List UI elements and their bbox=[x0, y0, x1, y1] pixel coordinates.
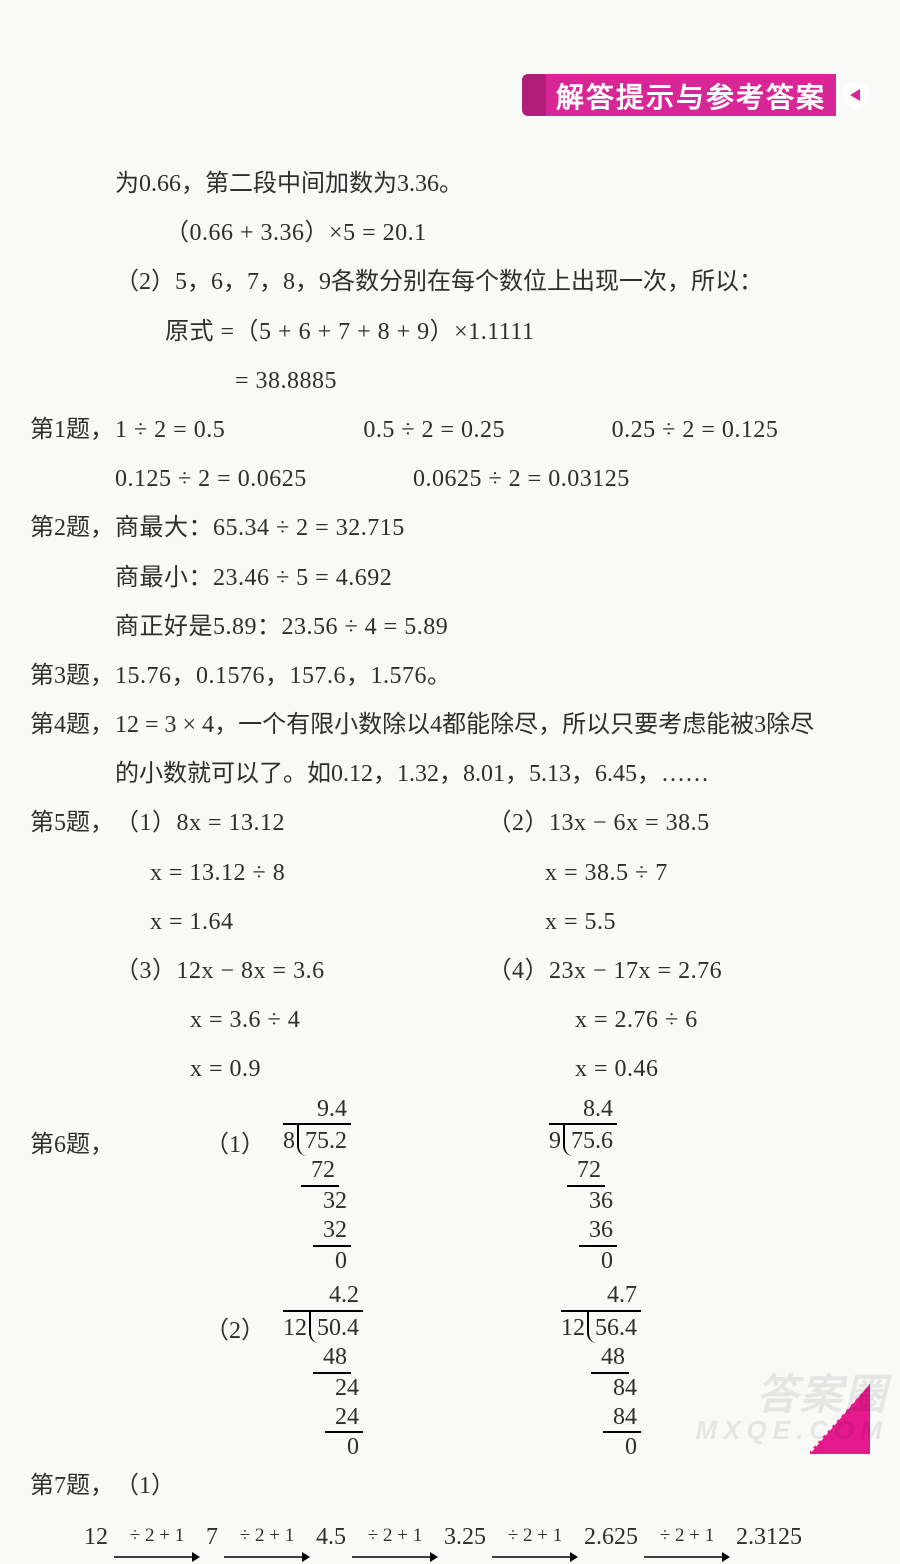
q3-label: 第3题， bbox=[30, 652, 115, 701]
intro-line-3: （2）5，6，7，8，9各数分别在每个数位上出现一次，所以： bbox=[30, 258, 860, 307]
q5-label: 第5题， bbox=[30, 799, 115, 848]
q2-b: 商最小：23.46 ÷ 5 = 4.692 bbox=[30, 554, 860, 603]
q5-1a3: x = 1.64 bbox=[30, 898, 465, 947]
q5-row6: x = 0.9 x = 0.46 bbox=[30, 1045, 860, 1094]
arrow-icon: ÷ 2 + 1 bbox=[352, 1511, 438, 1564]
arrow-icon: ÷ 2 + 1 bbox=[114, 1511, 200, 1564]
banner-title: 解答提示与参考答案 bbox=[546, 74, 836, 116]
watermark: 答案圈 MXQE.COM bbox=[696, 1373, 888, 1444]
q5-1b: （2）13x − 6x = 38.5 bbox=[488, 799, 861, 848]
watermark-line1: 答案圈 bbox=[696, 1373, 888, 1417]
q5-1b3: x = 5.5 bbox=[465, 898, 860, 947]
q6-p1: （1） bbox=[205, 1095, 275, 1170]
q5-2a: （3）12x − 8x = 3.6 bbox=[115, 947, 488, 996]
q1-row1: 第1题， 1 ÷ 2 = 0.5 0.5 ÷ 2 = 0.25 0.25 ÷ 2… bbox=[30, 406, 860, 455]
answers-banner: 解答提示与参考答案 bbox=[522, 74, 870, 116]
long-division-1: （1） 9.4 875.2 72 32 32 0 bbox=[205, 1095, 351, 1276]
q5-1a: （1）8x = 13.12 bbox=[115, 799, 488, 848]
q5-2b2: x = 2.76 ÷ 6 bbox=[475, 996, 860, 1045]
chain-n5: 2.3125 bbox=[732, 1513, 806, 1562]
q3-row: 第3题， 15.76，0.1576，157.6，1.576。 bbox=[30, 652, 860, 701]
chain-n1: 7 bbox=[202, 1513, 222, 1562]
q5-row5: x = 3.6 ÷ 4 x = 2.76 ÷ 6 bbox=[30, 996, 860, 1045]
q1-d: 0.125 ÷ 2 = 0.0625 bbox=[115, 455, 413, 504]
intro-line-5: = 38.8885 bbox=[30, 357, 860, 406]
q2-row1: 第2题， 商最大：65.34 ÷ 2 = 32.715 bbox=[30, 504, 860, 553]
q6-label: 第6题， bbox=[30, 1095, 115, 1170]
long-division-2: 8.4 975.6 72 36 36 0 bbox=[471, 1095, 617, 1276]
q5-1a2: x = 13.12 ÷ 8 bbox=[30, 849, 465, 898]
chain-n4: 2.625 bbox=[580, 1513, 642, 1562]
q5-1b2: x = 38.5 ÷ 7 bbox=[465, 849, 860, 898]
intro-line-2: （0.66 + 3.36）×5 = 20.1 bbox=[30, 209, 860, 258]
q2-c: 商正好是5.89：23.56 ÷ 4 = 5.89 bbox=[30, 603, 860, 652]
q1-b: 0.5 ÷ 2 = 0.25 bbox=[363, 406, 611, 455]
q7-chain: 12 ÷ 2 + 1 7 ÷ 2 + 1 4.5 ÷ 2 + 1 3.25 ÷ … bbox=[30, 1511, 860, 1564]
q5-row4: （3）12x − 8x = 3.6 （4）23x − 17x = 2.76 bbox=[30, 947, 860, 996]
banner-arrow-icon bbox=[842, 81, 870, 109]
q4-row1: 第4题， 12 = 3 × 4，一个有限小数除以4都能除尽，所以只要考虑能被3除… bbox=[30, 701, 860, 750]
q1-label: 第1题， bbox=[30, 406, 115, 455]
q2-label: 第2题， bbox=[30, 504, 115, 553]
q1-c: 0.25 ÷ 2 = 0.125 bbox=[612, 406, 860, 455]
q1-e: 0.0625 ÷ 2 = 0.03125 bbox=[413, 455, 860, 504]
q5-2a2: x = 3.6 ÷ 4 bbox=[30, 996, 475, 1045]
long-division-4: 4.7 1256.4 48 84 84 0 bbox=[483, 1281, 641, 1462]
q7-label: 第7题， bbox=[30, 1462, 115, 1511]
chain-n3: 3.25 bbox=[440, 1513, 490, 1562]
chain-n0: 12 bbox=[80, 1513, 112, 1562]
arrow-icon: ÷ 2 + 1 bbox=[492, 1511, 578, 1564]
q5-2a3: x = 0.9 bbox=[30, 1045, 475, 1094]
intro-line-1: 为0.66，第二段中间加数为3.36。 bbox=[30, 160, 860, 209]
q3-text: 15.76，0.1576，157.6，1.576。 bbox=[115, 652, 860, 701]
q4-label: 第4题， bbox=[30, 701, 115, 750]
q5-2b: （4）23x − 17x = 2.76 bbox=[488, 947, 861, 996]
q1-a: 1 ÷ 2 = 0.5 bbox=[115, 406, 363, 455]
arrow-icon: ÷ 2 + 1 bbox=[224, 1511, 310, 1564]
q4-l1: 12 = 3 × 4，一个有限小数除以4都能除尽，所以只要考虑能被3除尽 bbox=[115, 701, 860, 750]
q5-2b3: x = 0.46 bbox=[475, 1045, 860, 1094]
q5-row1: 第5题， （1）8x = 13.12 （2）13x − 6x = 38.5 bbox=[30, 799, 860, 848]
arrow-icon: ÷ 2 + 1 bbox=[644, 1511, 730, 1564]
q2-a: 商最大：65.34 ÷ 2 = 32.715 bbox=[115, 504, 860, 553]
q6-p2: （2） bbox=[205, 1281, 275, 1356]
long-division-3: （2） 4.2 1250.4 48 24 24 0 bbox=[205, 1281, 363, 1462]
q5-row3: x = 1.64 x = 5.5 bbox=[30, 898, 860, 947]
chain-n2: 4.5 bbox=[312, 1513, 350, 1562]
banner-accent bbox=[522, 74, 546, 116]
intro-line-4: 原式 =（5 + 6 + 7 + 8 + 9）×1.1111 bbox=[30, 308, 860, 357]
answer-content: 为0.66，第二段中间加数为3.36。 （0.66 + 3.36）×5 = 20… bbox=[30, 160, 860, 1564]
q1-row2: 0.125 ÷ 2 = 0.0625 0.0625 ÷ 2 = 0.03125 bbox=[30, 455, 860, 504]
q5-row2: x = 13.12 ÷ 8 x = 38.5 ÷ 7 bbox=[30, 849, 860, 898]
q4-l2: 的小数就可以了。如0.12，1.32，8.01，5.13，6.45，…… bbox=[30, 750, 860, 799]
watermark-line2: MXQE.COM bbox=[696, 1417, 888, 1444]
q7-sub: （1） bbox=[115, 1462, 860, 1511]
q7-row: 第7题， （1） bbox=[30, 1462, 860, 1511]
